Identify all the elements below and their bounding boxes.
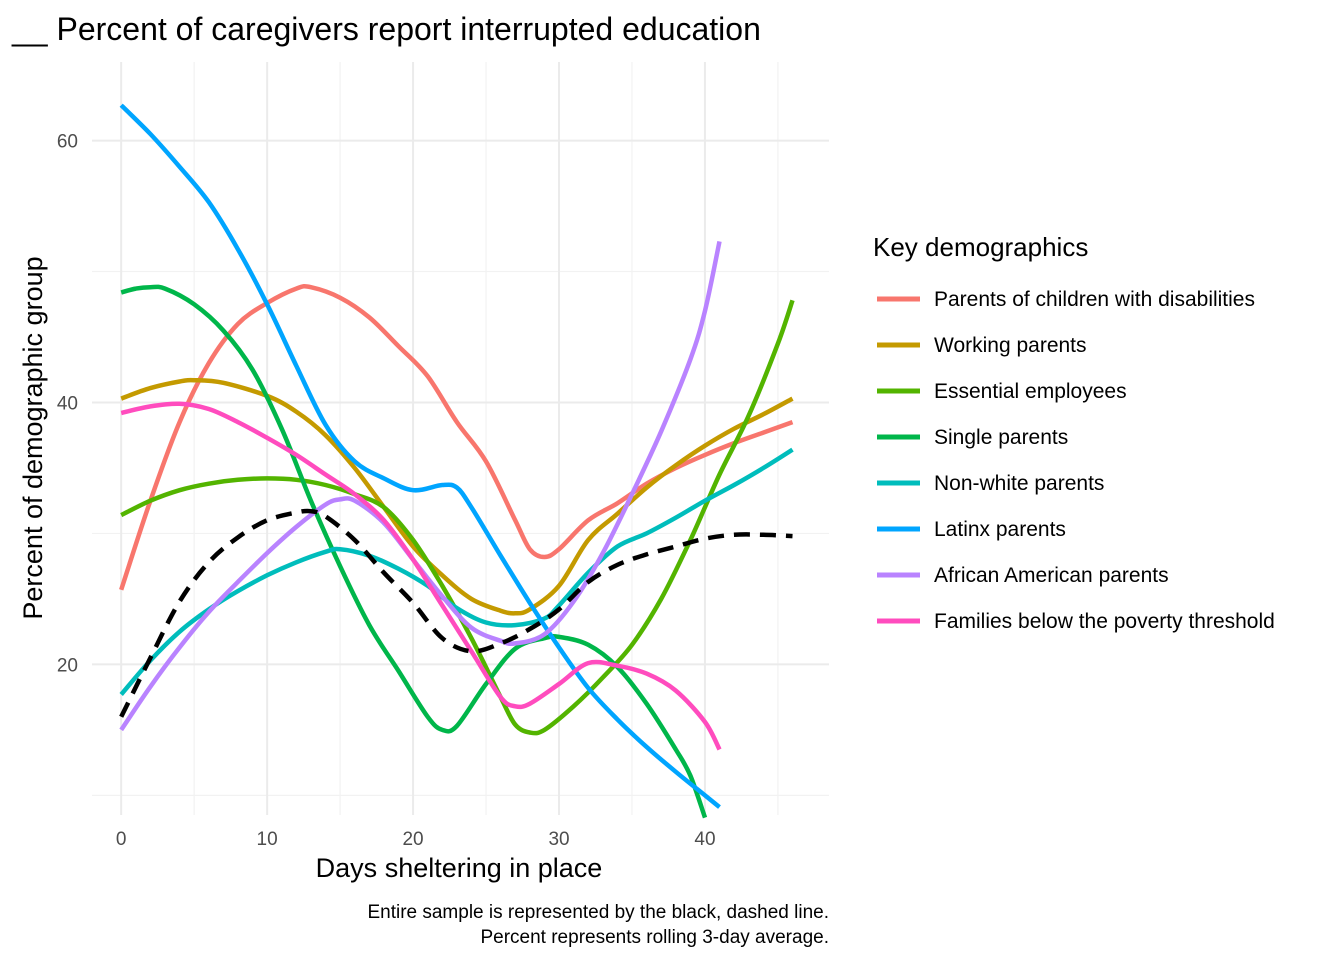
series-line-entire-sample	[119, 508, 793, 718]
caption-line-1: Entire sample is represented by the blac…	[367, 902, 829, 923]
legend-label: Single parents	[934, 426, 1068, 449]
gridlines	[92, 62, 829, 815]
legend-label: Essential employees	[934, 380, 1127, 403]
series-line-non-white-parents	[119, 447, 794, 696]
x-tick-label: 0	[116, 829, 127, 850]
legend-label: Parents of children with disabilities	[934, 288, 1255, 311]
legend: Parents of children with disabilities Wor…	[877, 288, 1275, 633]
series-lines	[119, 103, 795, 819]
x-tick-label: 30	[548, 829, 569, 850]
x-tick-label: 40	[694, 829, 715, 850]
legend-label: Families below the poverty threshold	[934, 610, 1275, 633]
legend-label: Latinx parents	[934, 518, 1066, 541]
legend-label: African American parents	[934, 564, 1169, 587]
y-tick-label: 60	[57, 132, 78, 153]
series-line-latinx-parents	[119, 103, 721, 809]
legend-label: Working parents	[934, 334, 1087, 357]
axis-ticks: 0 10 20 30 40 20 40 60	[57, 132, 716, 850]
series-line-families-below-the-poverty-threshold	[120, 401, 722, 751]
x-tick-label: 20	[402, 829, 423, 850]
y-tick-label: 20	[57, 655, 78, 676]
legend-label: Non-white parents	[934, 472, 1104, 495]
chart-title: __ Percent of caregivers report interrup…	[11, 11, 761, 47]
y-axis-title: Percent of demographic group	[18, 256, 48, 619]
x-tick-label: 10	[257, 829, 278, 850]
caption-line-2: Percent represents rolling 3-day average…	[480, 927, 829, 948]
y-tick-label: 40	[57, 393, 78, 414]
series-line-african-american-parents	[119, 240, 722, 732]
series-line-working-parents	[120, 377, 794, 616]
legend-title: Key demographics	[873, 232, 1088, 262]
x-axis-title: Days sheltering in place	[316, 853, 603, 883]
